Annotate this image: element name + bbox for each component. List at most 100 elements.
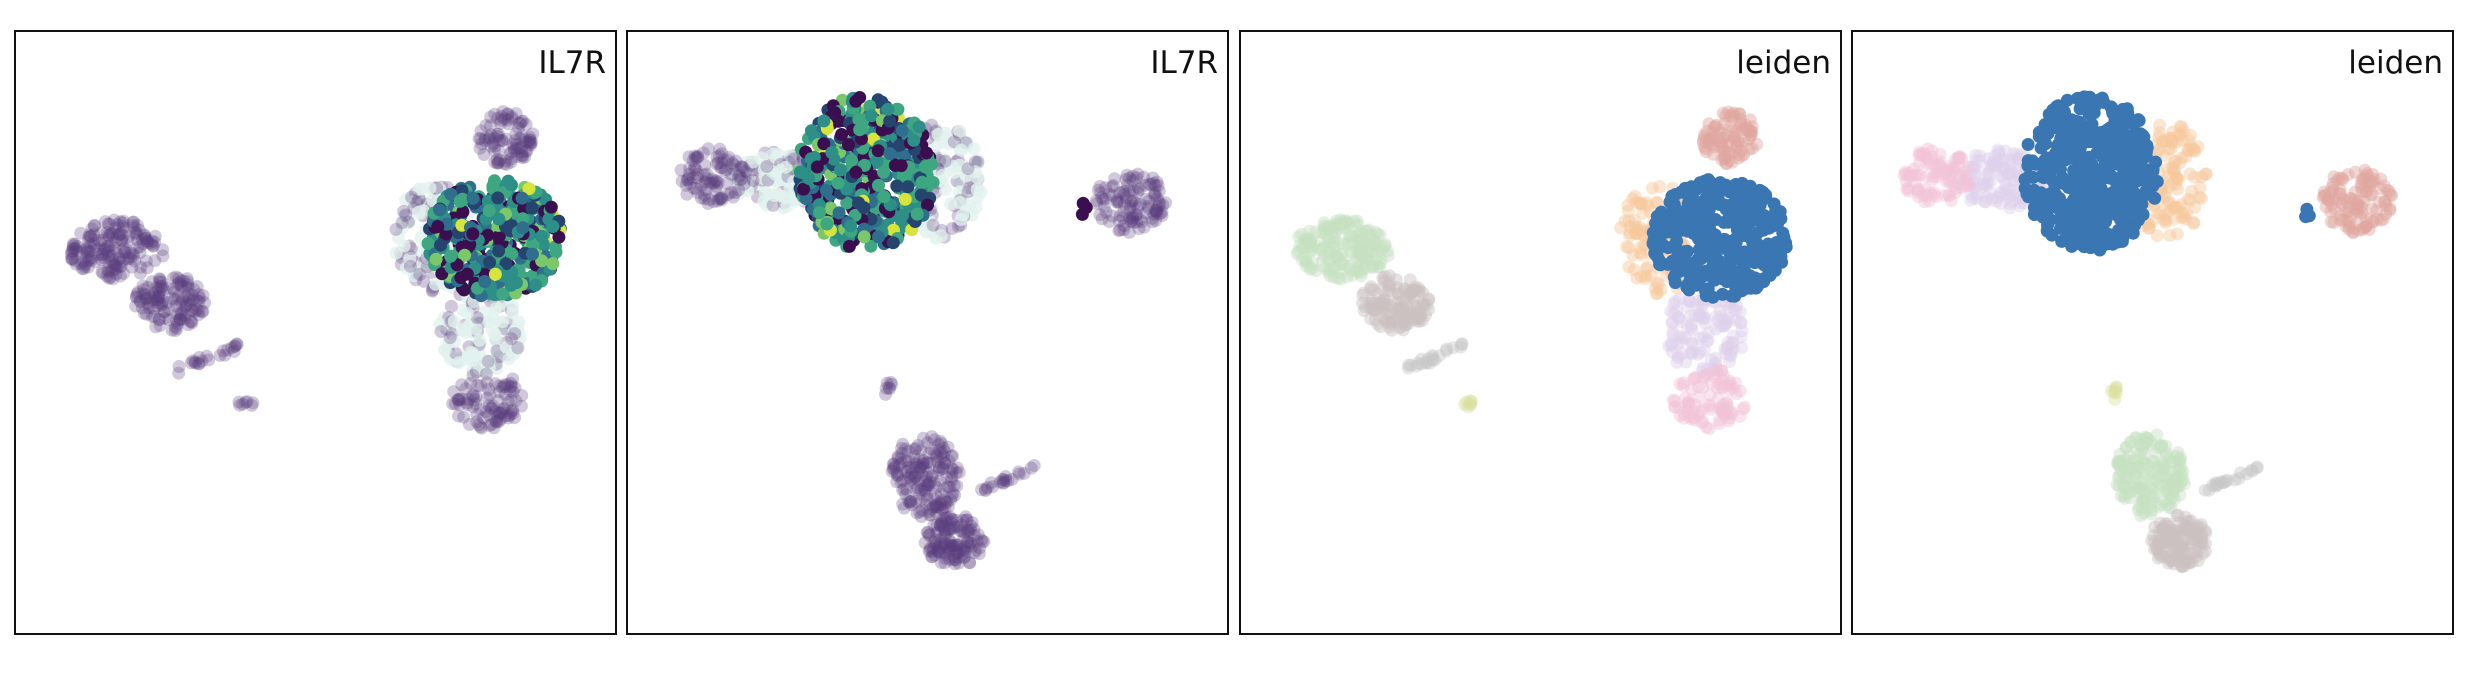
scatter-point (129, 299, 143, 313)
scatter-point (412, 192, 426, 206)
scatter-point (499, 409, 512, 423)
scatter-point (490, 127, 504, 141)
scatter-point (509, 394, 523, 408)
scatter-point (2120, 102, 2134, 116)
scatter-point (68, 237, 82, 251)
scatter-point (1634, 248, 1648, 262)
scatter-point (894, 159, 908, 173)
scatter-point (511, 341, 525, 355)
scatter-point (493, 379, 506, 393)
panel-title: IL7R (1150, 45, 1218, 81)
scatter-point (2199, 526, 2213, 540)
scatter-point (95, 265, 109, 279)
scatter-point (721, 153, 734, 167)
scatter-point (181, 278, 195, 292)
scatter-point (118, 241, 132, 255)
scatter-point (1757, 258, 1771, 272)
scatter-point (898, 192, 912, 206)
scatter-point (156, 249, 170, 263)
scatter-point (2103, 141, 2117, 155)
scatter-point (2170, 509, 2184, 523)
scatter-point (68, 254, 82, 268)
scatter-point (192, 308, 206, 322)
scatter-point (905, 498, 919, 512)
scatter-point (147, 309, 161, 323)
scatter-point (512, 315, 526, 329)
scatter-point (498, 387, 512, 401)
scatter-point (192, 295, 206, 309)
scatter-point (192, 351, 206, 364)
scatter-point (496, 315, 510, 329)
umap-panel-il7r-right: IL7R (626, 30, 1229, 635)
scatter-point (1401, 317, 1415, 331)
scatter-point (174, 278, 188, 292)
scatter-point (1742, 208, 1756, 222)
scatter-point (175, 295, 188, 309)
scatter-point (151, 282, 165, 295)
scatter-point (116, 242, 130, 256)
scatter-point (965, 516, 979, 529)
scatter-point (177, 274, 190, 288)
scatter-point (849, 94, 863, 108)
scatter-point (2330, 173, 2344, 187)
scatter-point (131, 233, 144, 247)
scatter-point (504, 404, 518, 418)
scatter-point (74, 226, 88, 240)
scatter-point (496, 134, 510, 148)
scatter-point (505, 379, 519, 393)
scatter-point (116, 216, 130, 230)
scatter-point (478, 275, 492, 288)
scatter-point (493, 385, 506, 399)
scatter-point (488, 405, 502, 419)
scatter-point (1697, 133, 1711, 147)
scatter-point (474, 132, 488, 146)
scatter-point (152, 290, 166, 304)
scatter-point (152, 289, 166, 303)
scatter-point (101, 217, 115, 231)
scatter-point (155, 297, 169, 311)
scatter-point (1931, 170, 1945, 184)
scatter-point (1131, 181, 1145, 195)
scatter-point (126, 247, 140, 261)
scatter-point (546, 257, 560, 271)
scatter-point (167, 282, 181, 296)
scatter-point (904, 461, 918, 475)
scatter-point (525, 247, 539, 261)
scatter-point (2160, 450, 2174, 464)
scatter-point (1686, 222, 1700, 236)
scatter-point (115, 233, 129, 247)
scatter-point (413, 267, 427, 281)
scatter-point (546, 220, 560, 233)
scatter-point (98, 215, 112, 229)
scatter-point (915, 175, 929, 189)
scatter-point (484, 401, 498, 415)
scatter-point (102, 228, 116, 242)
scatter-point (153, 273, 167, 287)
scatter-point (500, 378, 514, 391)
scatter-point (144, 237, 158, 251)
scatter-point (503, 384, 517, 398)
scatter-points (1897, 90, 2399, 574)
scatter-point (504, 278, 518, 292)
scatter-point (174, 274, 188, 288)
scatter-point (1306, 240, 1319, 254)
scatter-point (2111, 125, 2124, 139)
scatter-point (488, 174, 501, 188)
scatter-point (174, 307, 188, 321)
scatter-point (1622, 260, 1636, 274)
scatter-point (938, 154, 952, 168)
scatter-point (389, 222, 403, 236)
scatter-point (65, 252, 79, 266)
scatter-point (1354, 256, 1368, 270)
scatter-point (2139, 188, 2153, 201)
scatter-point (2194, 191, 2208, 205)
scatter-point (146, 239, 160, 253)
scatter-point (1745, 141, 1759, 155)
scatter-point (491, 394, 505, 408)
scatter-point (1128, 196, 1142, 210)
scatter-point (912, 120, 926, 134)
scatter-point (493, 133, 506, 147)
scatter-point (470, 407, 484, 421)
scatter-point (1639, 269, 1653, 283)
